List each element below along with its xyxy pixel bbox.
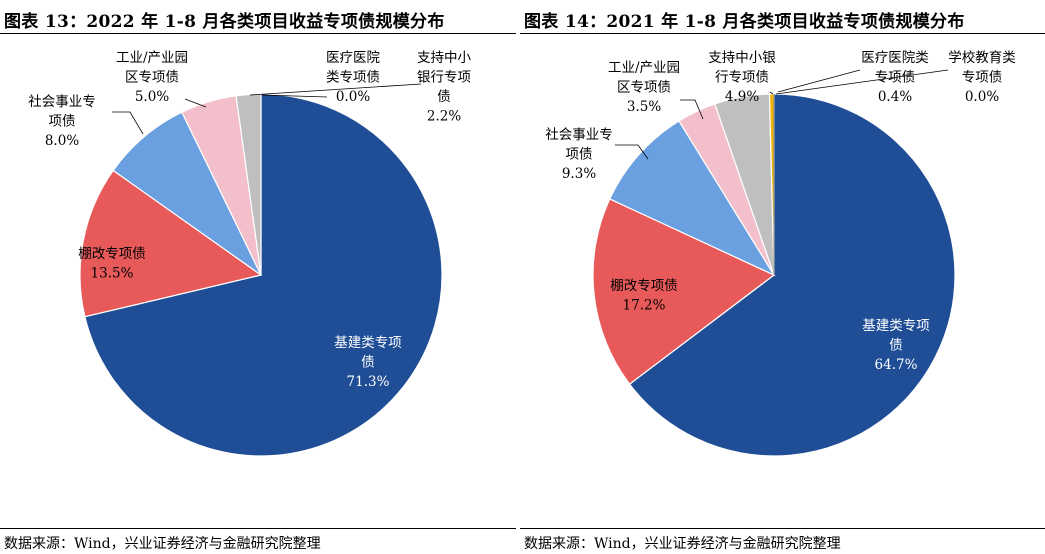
pie-slice-0 <box>84 93 443 457</box>
leader-line <box>777 69 861 93</box>
slice-label: 基建类专项债 71.3% <box>334 334 402 390</box>
chart-panel-2022: 图表 13：2022 年 1-8 月各类项目收益专项债规模分布 基建类专项债 71… <box>0 0 516 554</box>
source-divider <box>0 528 516 529</box>
slice-label: 医疗医院类专项债 0.0% <box>326 50 380 105</box>
leader-line <box>775 69 949 95</box>
leader-line <box>112 111 144 135</box>
slice-label: 棚改专项债 17.2% <box>610 278 678 314</box>
pie-slice-1 <box>592 198 776 385</box>
pie-slice-1 <box>79 169 263 318</box>
leader-line <box>184 98 207 108</box>
title-divider <box>0 33 516 34</box>
slice-label: 学校教育类专项债 0.0% <box>948 49 1016 105</box>
chart-panel-2021: 图表 14：2021 年 1-8 月各类项目收益专项债规模分布 基建类专项债 64… <box>520 0 1045 554</box>
leader-line <box>680 99 704 120</box>
leader-line <box>249 83 422 96</box>
leader-line <box>261 94 328 98</box>
data-source-note: 数据来源：Wind，兴业证券经济与金融研究院整理 <box>524 536 841 552</box>
slice-label: 社会事业专项债 9.3% <box>545 127 613 182</box>
pie-slice-2 <box>112 111 262 276</box>
title-divider <box>520 33 1045 34</box>
slice-label: 工业/产业园区专项债 5.0% <box>116 50 188 105</box>
pie-chart-2021: 基建类专项债 64.7% 棚改专项债 17.2% 社会事业专项债 9.3% 工业/产业园区专… <box>545 49 1016 457</box>
slice-label: 基建类专项债 64.7% <box>862 317 930 373</box>
slice-label: 支持中小银行专项债 4.9% <box>708 50 776 105</box>
slice-label: 工业/产业园区专项债 3.5% <box>608 60 680 115</box>
leader-line <box>615 144 649 160</box>
slice-label: 社会事业专项债 8.0% <box>28 94 96 149</box>
leader-line <box>769 91 774 95</box>
pie-chart-2022: 基建类专项债 71.3% 棚改专项债 13.5% 社会事业专项债 8.0% 工业/产业园区专… <box>28 50 471 457</box>
chart-title: 图表 13：2022 年 1-8 月各类项目收益专项债规模分布 <box>4 12 445 32</box>
source-divider <box>520 528 1045 529</box>
slice-label: 支持中小银行专项债 2.2% <box>417 50 471 125</box>
slice-label: 棚改专项债 13.5% <box>78 246 146 282</box>
pie-slice-2 <box>608 120 776 277</box>
chart-title: 图表 14：2021 年 1-8 月各类项目收益专项债规模分布 <box>524 12 965 32</box>
pie-slice-0 <box>628 93 956 457</box>
data-source-note: 数据来源：Wind，兴业证券经济与金融研究院整理 <box>4 536 321 552</box>
